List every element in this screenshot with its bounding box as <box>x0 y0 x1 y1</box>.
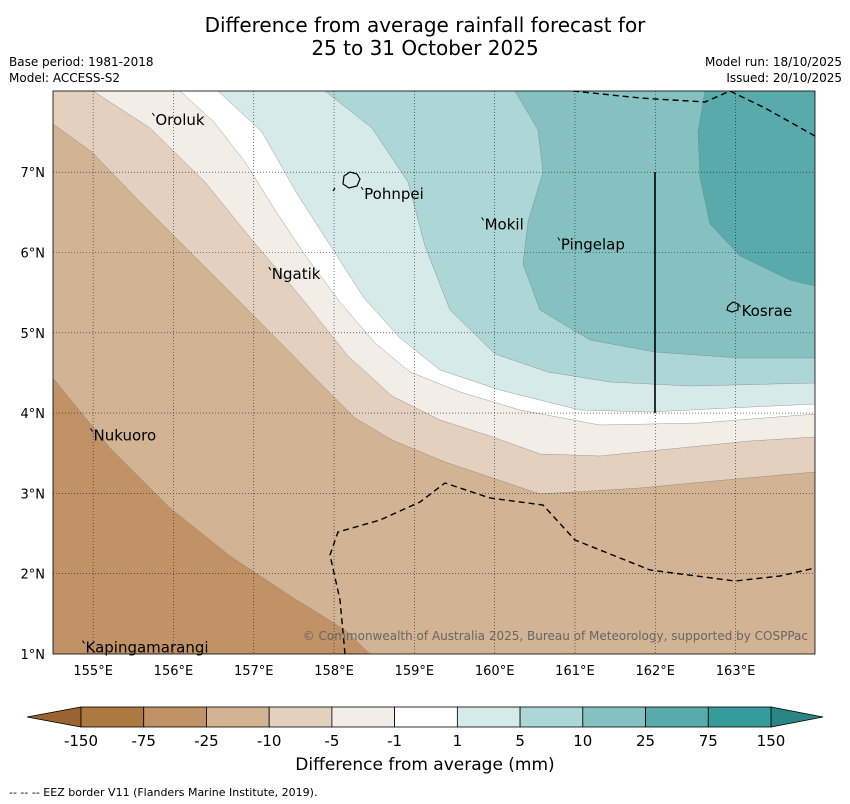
contour-lines <box>53 91 815 654</box>
lon-tick-label: 162°E <box>635 664 675 679</box>
meta-right: Model run: 18/10/2025 Issued: 20/10/2025 <box>705 54 842 86</box>
place-label-ngatik: Ngatik <box>272 265 321 283</box>
colorbar: -150 -75 -25 -10 -5 -1 1 5 10 25 75 150 <box>26 706 824 750</box>
colorbar-swatch <box>582 706 646 728</box>
colorbar-swatch <box>80 706 145 728</box>
place-label-nukuoro: Nukuoro <box>94 427 157 445</box>
islands <box>332 171 739 313</box>
colorbar-tick-label: 150 <box>757 732 786 750</box>
eez-borders <box>329 91 815 654</box>
title-line-1: Difference from average rainfall forecas… <box>204 13 646 37</box>
place-marker-oroluk <box>151 112 155 117</box>
place-marker-kapingamarangi <box>82 640 85 644</box>
colorbar-tick-label: -75 <box>131 732 156 750</box>
lon-tick-label: 161°E <box>555 664 595 679</box>
place-marker-pohnpei <box>360 186 364 191</box>
colorbar-tick-label: -25 <box>194 732 219 750</box>
map-title: Difference from average rainfall forecas… <box>0 14 850 60</box>
lat-tick-label: 6°N <box>21 247 46 262</box>
title-line-2: 25 to 31 October 2025 <box>311 36 539 60</box>
eez-border-south <box>329 482 815 654</box>
meta-left: Base period: 1981-2018 Model: ACCESS-S2 <box>9 54 154 86</box>
lon-tick-label: 157°E <box>234 664 274 679</box>
lat-tick-label: 1°N <box>21 648 46 663</box>
lon-tick-label: 159°E <box>395 664 435 679</box>
place-marker-pingelap <box>557 237 561 241</box>
colorbar-tick-label: 10 <box>573 732 592 750</box>
colorbar-tick-label: 25 <box>636 732 655 750</box>
colorbar-swatch <box>645 706 709 728</box>
lon-tick-label: 156°E <box>154 664 194 679</box>
pohnpei-atoll-mark <box>332 187 336 192</box>
colorbar-tick-label: 5 <box>515 732 525 750</box>
colorbar-tick-label: 1 <box>453 732 463 750</box>
contour-band-25 <box>698 91 815 286</box>
place-marker-mokil <box>481 217 485 221</box>
pohnpei-island-outline <box>342 171 361 189</box>
colorbar-tick-label: -150 <box>64 732 98 750</box>
place-marker-nukuoro <box>90 428 93 432</box>
model-text: Model: ACCESS-S2 <box>9 71 121 85</box>
contour-layers <box>53 91 815 654</box>
map-frame <box>52 90 816 655</box>
colorbar-swatch <box>206 706 270 728</box>
colorbar-swatch <box>268 706 333 728</box>
lat-tick-label: 3°N <box>21 487 46 502</box>
copyright-text: © Commonwealth of Australia 2025, Bureau… <box>303 629 808 643</box>
place-marker-kosrae <box>738 303 741 308</box>
place-label-kapingamarangi: Kapingamarangi <box>86 639 209 657</box>
lat-tick-label: 2°N <box>21 568 46 583</box>
lat-tick-label: 4°N <box>21 407 46 422</box>
lon-tick-label: 158°E <box>314 664 354 679</box>
place-label-pingelap: Pingelap <box>561 235 625 253</box>
place-label-mokil: Mokil <box>485 215 524 233</box>
longitude-axis: 155°E 156°E 157°E 158°E 159°E 160°E 161°E 162°E… <box>73 664 755 679</box>
issued-text: Issued: 20/10/2025 <box>726 71 842 85</box>
colorbar-tick-label: -5 <box>324 732 339 750</box>
lat-tick-label: 5°N <box>21 327 46 342</box>
lon-tick-label: 163°E <box>716 664 756 679</box>
place-label-kosrae: Kosrae <box>742 302 793 320</box>
lon-tick-label: 155°E <box>73 664 113 679</box>
colorbar-label: Difference from average (mm) <box>295 755 555 775</box>
colorbar-tick-label: 75 <box>699 732 718 750</box>
colorbar-swatch <box>331 706 396 728</box>
place-label-pohnpei: Pohnpei <box>364 185 424 203</box>
latitude-axis: 7°N 6°N 5°N 4°N 3°N 2°N 1°N <box>21 166 46 663</box>
colorbar-swatch <box>456 706 521 728</box>
footnote-text: -- -- -- EEZ border V11 (Flanders Marine… <box>9 786 318 799</box>
base-period-text: Base period: 1981-2018 <box>9 55 154 69</box>
colorbar-swatch <box>143 706 207 728</box>
colorbar-tick-label: -10 <box>257 732 282 750</box>
colorbar-under-arrow <box>26 706 82 728</box>
place-marker-ngatik <box>268 266 272 271</box>
contour-band-minus75 <box>53 91 370 654</box>
lat-tick-label: 7°N <box>21 166 46 181</box>
colorbar-swatch <box>519 706 584 728</box>
colorbar-tick-label: -1 <box>387 732 402 750</box>
lon-tick-label: 160°E <box>475 664 515 679</box>
colorbar-over-arrow <box>770 706 824 728</box>
place-labels: Oroluk Pohnpei Mokil Pingelap Ngatik Kosrae Nu… <box>82 111 793 657</box>
model-run-text: Model run: 18/10/2025 <box>704 55 842 69</box>
colorbar-swatch <box>707 706 772 728</box>
colorbar-swatch <box>394 706 458 728</box>
place-label-oroluk: Oroluk <box>155 111 204 129</box>
kosrae-island-outline <box>726 301 739 313</box>
